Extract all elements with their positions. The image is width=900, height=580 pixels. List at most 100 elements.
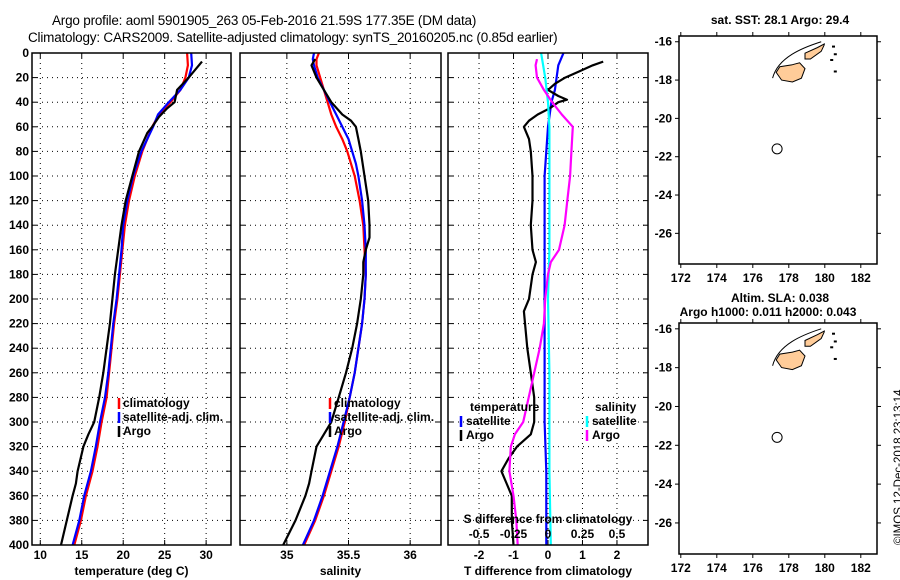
s-tick-label: 0.25 [571,527,595,541]
x-tick-label: 180 [815,271,835,285]
map-subtitle: Argo h1000: 0.011 h2000: 0.043 [680,305,857,319]
profile-location-marker [771,143,783,155]
y-tick-label: 380 [9,513,29,527]
salinity-profile-plot: 35 35.5 36 salinity climatologysatellite-adj… [239,52,442,578]
y-tick-label: 220 [9,317,29,331]
y-tick-label: 40 [16,95,30,109]
y-tick-label: 100 [9,169,29,183]
legend-label: satellite-adj. clim. [334,410,434,424]
land-fiji-island [775,62,806,83]
x-tick-label: 174 [707,561,727,575]
series-line-satellite-adj-clim- [71,52,194,546]
y-tick-label: -20 [655,399,673,413]
legend-title-temperature: temperature [470,400,540,414]
x-tick-label: 182 [851,271,871,285]
x-tick-label: 35 [280,548,294,562]
difference-profile-plot: -2 -1 0 1 2 T difference from climatology temp… [447,52,649,578]
x-tick-label: 182 [851,561,871,575]
legend-label: satellite [466,414,511,428]
x-tick-label: 176 [743,271,763,285]
y-tick-label: 280 [9,390,29,404]
no-data-region [824,323,877,554]
x-tick-label: -2 [474,548,485,562]
legend-label: climatology [334,396,401,410]
islet [833,340,837,343]
x-tick-label: 36 [403,548,417,562]
y-tick-label: -26 [655,226,673,240]
plot-frame [31,52,232,546]
legend-label: Argo [334,424,362,438]
y-tick-label: -16 [655,322,673,336]
map-frame [678,35,878,265]
legend-title-salinity: salinity [595,400,637,414]
islet [830,346,834,349]
y-tick-label: 140 [9,218,29,232]
y-tick-label: 20 [16,71,30,85]
figure-title-line-1: Argo profile: aoml 5901905_263 05-Feb-20… [52,13,477,28]
x-tick-label: 30 [199,548,213,562]
legend-label: climatology [123,396,190,410]
x-axis-label: salinity [320,564,362,578]
s-tick-label: -0.25 [500,527,528,541]
y-tick-label: -22 [655,438,673,452]
land-fiji-island [804,329,826,347]
x-tick-label: 1 [579,548,586,562]
land-fiji-island [804,42,826,60]
x-tick-label: -1 [508,548,519,562]
series-line-s-argo [508,58,574,546]
x-axis-label: T difference from climatology [464,564,632,578]
series-line-argo [59,60,203,546]
islet [832,45,835,48]
x-tick-label: 35.5 [337,548,361,562]
map-title: sat. SST: 28.1 Argo: 29.4 [711,13,850,27]
s-axis-label: S difference from climatology [464,512,633,526]
islet [833,357,837,360]
series-line-s-satellite [540,52,552,546]
y-tick-label: -22 [655,150,673,164]
series-line-t-argo [500,60,604,546]
y-tick-label: 340 [9,464,29,478]
y-tick-label: 160 [9,243,29,257]
legend-label: Argo [592,428,620,442]
legend-label: Argo [466,428,494,442]
y-tick-label: 240 [9,341,29,355]
x-tick-label: 178 [779,271,799,285]
plot-frame [239,52,442,546]
x-tick-label: 10 [34,548,48,562]
sla-map: 172 174 176 178 180 182 -16 -18 -20 -22 -24 -26 Alti… [655,291,881,575]
x-tick-label: 25 [158,548,172,562]
y-tick-label: 200 [9,292,29,306]
y-tick-label: -18 [655,73,673,87]
y-tick-label: -18 [655,361,673,375]
reef-outline [772,41,822,79]
figure-title-line-2: Climatology: CARS2009. Satellite-adjuste… [28,30,558,45]
y-tick-label: -16 [655,35,673,49]
sst-map: 172 174 176 178 180 182 -16 -18 -20 -22 -24 -26 sat.… [655,13,881,285]
map-title: Altim. SLA: 0.038 [731,291,829,305]
y-tick-label: -20 [655,111,673,125]
y-tick-label: 180 [9,267,29,281]
y-tick-label: 400 [9,538,29,552]
x-tick-label: 174 [707,271,727,285]
series-line-argo [282,58,371,546]
y-tick-label: 60 [16,120,30,134]
x-tick-label: 0 [545,548,552,562]
y-tick-label: -24 [655,477,673,491]
x-tick-label: 172 [671,271,691,285]
x-tick-label: 172 [671,561,691,575]
temperature-profile-plot: 10 15 20 25 30020406080100120140160180200220… [9,46,232,578]
map-frame [678,322,878,555]
x-tick-label: 178 [779,561,799,575]
s-tick-label: -0.5 [469,527,490,541]
islet [833,53,837,56]
s-tick-label: 0 [545,527,552,541]
legend-label: Argo [123,424,151,438]
islet [832,332,835,335]
s-tick-label: 0.5 [609,527,626,541]
legend-label: satellite-adj. clim. [123,410,223,424]
legend-label: satellite [592,414,637,428]
x-axis-label: temperature (deg C) [74,564,188,578]
y-tick-label: 300 [9,415,29,429]
x-tick-label: 20 [117,548,131,562]
